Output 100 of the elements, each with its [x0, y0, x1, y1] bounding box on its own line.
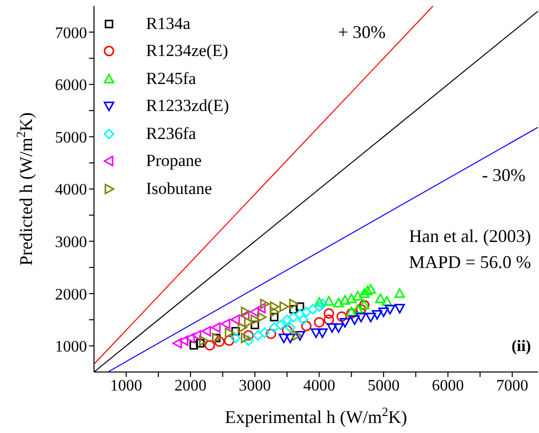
point [394, 288, 405, 298]
point [317, 298, 328, 310]
point [333, 323, 344, 333]
point [326, 323, 338, 333]
point [340, 295, 350, 305]
point [394, 304, 405, 314]
point [292, 330, 302, 341]
point [362, 286, 373, 296]
annotation: (ii) [511, 338, 531, 356]
y-tick-label: 4000 [55, 182, 87, 199]
point [275, 320, 286, 330]
point [375, 294, 386, 304]
point [240, 306, 250, 318]
point [256, 312, 267, 322]
point [224, 328, 234, 338]
point [314, 297, 324, 307]
x-tick-label: 2000 [174, 377, 207, 394]
point [243, 335, 254, 346]
annotation: Han et al. (2003) [409, 226, 531, 247]
point [204, 340, 216, 351]
point [324, 308, 334, 319]
point [250, 306, 260, 318]
legend-label: R245fa [146, 68, 196, 89]
point [224, 335, 234, 346]
point [372, 310, 382, 320]
point [301, 320, 312, 332]
point [189, 341, 198, 350]
point [250, 320, 260, 330]
y-tick-label: 2000 [55, 286, 87, 304]
point [285, 322, 296, 333]
point [294, 309, 306, 320]
point [298, 314, 308, 325]
point [185, 332, 195, 344]
point [296, 302, 304, 311]
point [270, 301, 280, 312]
point [289, 305, 298, 314]
point [178, 335, 188, 346]
point [317, 328, 328, 338]
point [266, 328, 276, 340]
point [346, 294, 357, 304]
point [324, 296, 334, 306]
point [260, 298, 270, 310]
point [172, 338, 182, 348]
point [282, 324, 292, 336]
x-tick-label: 3000 [238, 377, 271, 394]
point [356, 304, 366, 315]
x-tick-label: 7000 [496, 377, 528, 394]
point [238, 322, 248, 333]
point [349, 315, 360, 325]
point [240, 332, 250, 344]
y-tick-label: 7000 [55, 24, 87, 42]
point [240, 310, 250, 321]
x-axis-title: Experimental h (W/m$^{2}$K) [224, 405, 408, 427]
x-tick-label: 6000 [432, 377, 464, 394]
point [252, 330, 264, 341]
point [259, 328, 270, 338]
point [244, 317, 254, 328]
point [230, 314, 240, 325]
legend-label: R236fa [146, 124, 196, 144]
point [211, 322, 221, 333]
point [278, 334, 290, 344]
point [310, 328, 322, 338]
x-tick-label: 5000 [368, 377, 400, 394]
point [294, 331, 306, 341]
annotation: - 30% [482, 165, 526, 186]
y-tick-label: 5000 [55, 129, 87, 146]
x-tick-label: 1000 [110, 377, 142, 394]
point [268, 322, 280, 333]
point [340, 318, 350, 328]
point [382, 296, 392, 306]
point [384, 304, 396, 315]
legend-label: Isobutane [146, 178, 212, 199]
legend-label: Propane [146, 151, 202, 172]
point [196, 338, 204, 348]
point [288, 312, 299, 322]
point [336, 311, 347, 322]
y-tick-label: 6000 [55, 77, 87, 94]
point [352, 304, 364, 314]
point [192, 330, 202, 341]
y-tick-label: 3000 [55, 234, 87, 251]
point [308, 304, 318, 315]
point [346, 308, 357, 319]
legend-label: R1233zd(E) [146, 96, 230, 116]
point [301, 306, 312, 318]
point [285, 334, 296, 344]
point [282, 314, 292, 325]
point [214, 336, 225, 347]
point [314, 301, 324, 312]
point [356, 312, 366, 322]
point [231, 326, 240, 336]
point [289, 298, 299, 310]
annotation: MAPD = 56.0 % [408, 252, 531, 273]
point [256, 302, 266, 314]
point [333, 298, 344, 308]
point [201, 326, 211, 336]
point [270, 306, 280, 318]
x-tick-label: 4000 [303, 377, 336, 394]
y-tick-label: 1000 [55, 338, 87, 356]
legend-label: R1234ze(E) [146, 41, 228, 62]
point [324, 314, 334, 325]
